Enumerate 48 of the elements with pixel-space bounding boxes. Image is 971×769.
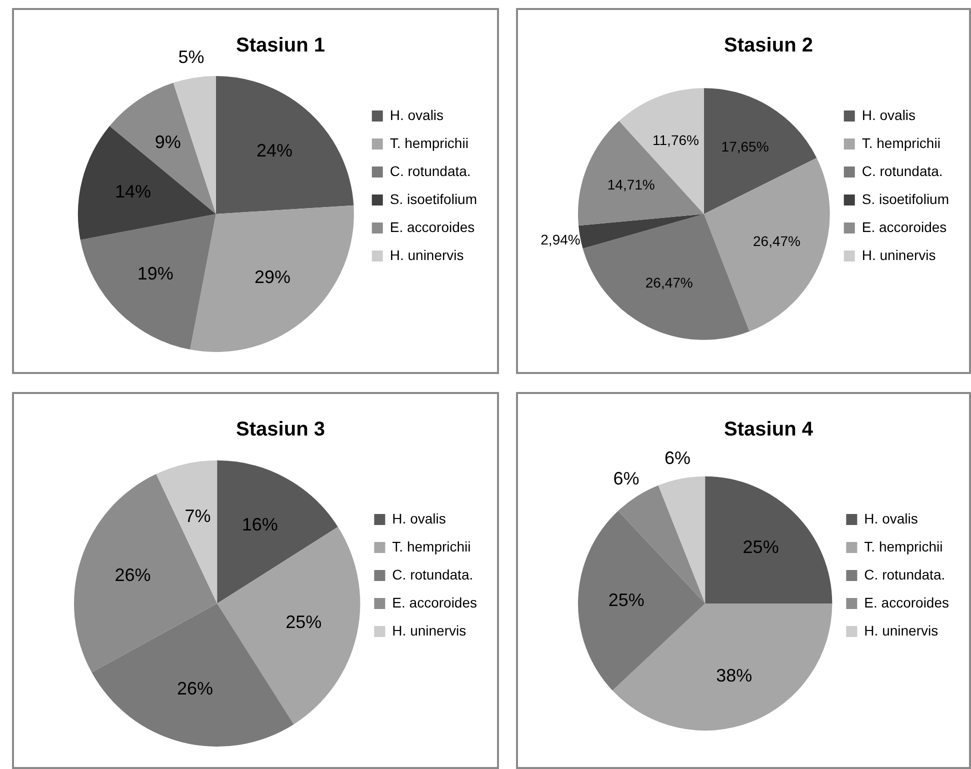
legend-label: E. accoroides: [864, 594, 950, 610]
legend-label: T. hemprichii: [390, 134, 468, 151]
legend-label: H. uninervis: [862, 246, 936, 263]
data-label: 38%: [716, 666, 752, 686]
legend-label: H. uninervis: [392, 622, 466, 638]
data-label: 14,71%: [607, 176, 655, 193]
data-label: 26%: [114, 565, 151, 586]
data-label: 19%: [137, 263, 174, 284]
data-label: 5%: [178, 46, 204, 67]
legend-label: H. uninervis: [390, 246, 464, 263]
data-label: 24%: [256, 140, 293, 161]
legend-label: C. rotundata.: [862, 162, 943, 179]
legend-label: C. rotundata.: [864, 566, 946, 582]
data-label: 17,65%: [721, 138, 769, 154]
data-label: 25%: [286, 612, 322, 632]
data-label: 25%: [742, 536, 779, 557]
data-label: 9%: [154, 132, 181, 152]
data-label: 29%: [254, 267, 291, 288]
data-label: 11,76%: [652, 132, 699, 148]
legend-label: T. hemprichii: [392, 538, 471, 554]
legend-label: C. rotundata.: [392, 566, 474, 582]
legend-label: S. isoetifolium: [862, 190, 950, 207]
legend-label: E. accoroides: [862, 218, 947, 235]
data-label: 26%: [177, 678, 214, 698]
legend-label: E. accoroides: [392, 594, 478, 610]
chart-title: Stasiun 1: [236, 34, 325, 57]
chart-title: Stasiun 2: [724, 34, 813, 57]
chart-title: Stasiun 3: [236, 418, 325, 441]
data-label: 25%: [608, 590, 644, 610]
legend-label: H. ovalis: [864, 510, 918, 526]
chart-title: Stasiun 4: [724, 418, 814, 441]
data-label: 2,94%: [540, 232, 580, 248]
legend-label: E. accoroides: [390, 218, 475, 235]
legend-label: C. rotundata.: [390, 162, 471, 179]
data-label: 26,47%: [752, 233, 800, 250]
legend-label: H. ovalis: [392, 510, 446, 526]
legend-label: T. hemprichii: [862, 134, 940, 151]
data-label: 7%: [184, 506, 211, 526]
legend-label: S. isoetifolium: [390, 190, 478, 207]
data-label: 26,47%: [645, 274, 693, 291]
legend-label: H. ovalis: [390, 106, 444, 123]
data-label: 6%: [664, 448, 691, 468]
data-label: 16%: [242, 514, 278, 535]
legend-label: T. hemprichii: [864, 538, 943, 554]
legend-label: H. ovalis: [862, 106, 916, 123]
data-label: 6%: [613, 468, 640, 488]
legend-label: H. uninervis: [864, 622, 938, 638]
data-label: 14%: [115, 182, 152, 202]
